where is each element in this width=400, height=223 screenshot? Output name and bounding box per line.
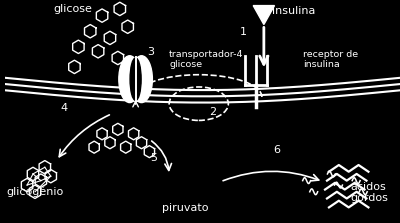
- Text: insulina: insulina: [272, 6, 315, 16]
- Text: transportador-4: transportador-4: [169, 50, 244, 59]
- Text: 1: 1: [240, 27, 247, 37]
- Text: insulina: insulina: [303, 60, 340, 69]
- Text: piruvato: piruvato: [162, 203, 208, 213]
- Text: 6: 6: [273, 145, 280, 155]
- Text: glicose: glicose: [53, 4, 92, 14]
- Text: gordos: gordos: [351, 193, 388, 203]
- Text: glicose: glicose: [169, 60, 202, 69]
- Text: 4: 4: [60, 103, 67, 113]
- Text: receptor de: receptor de: [303, 50, 358, 59]
- Polygon shape: [253, 6, 274, 25]
- Text: 3: 3: [148, 47, 154, 57]
- Ellipse shape: [131, 56, 152, 103]
- Text: 2: 2: [209, 107, 216, 117]
- Text: ácidos: ácidos: [351, 182, 386, 192]
- Text: 5: 5: [150, 153, 158, 163]
- Text: glicogénio: glicogénio: [6, 187, 64, 197]
- Ellipse shape: [130, 58, 141, 100]
- Ellipse shape: [119, 56, 140, 103]
